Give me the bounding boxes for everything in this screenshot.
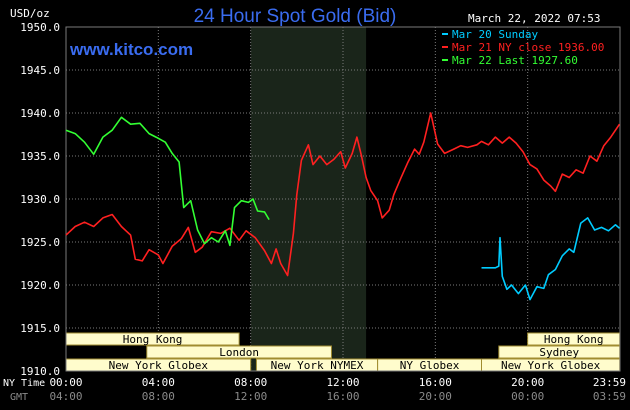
x-tick-gmt: 03:59 bbox=[593, 390, 626, 403]
session-label: New York Globex bbox=[501, 359, 601, 372]
session-label: Hong Kong bbox=[123, 333, 183, 346]
y-tick-label: 1945.0 bbox=[20, 64, 60, 77]
x-tick-ny: 00:00 bbox=[49, 376, 82, 389]
legend-item: Mar 21 NY close 1936.00 bbox=[452, 41, 604, 54]
y-tick-label: 1910.0 bbox=[20, 365, 60, 378]
legend-item: Mar 20 Sunday bbox=[452, 28, 538, 41]
session-box bbox=[146, 345, 332, 359]
x-tick-ny: 04:00 bbox=[142, 376, 175, 389]
x-tick-gmt: 04:00 bbox=[49, 390, 82, 403]
y-tick-label: 1940.0 bbox=[20, 107, 60, 120]
x-tick-ny: 12:00 bbox=[326, 376, 359, 389]
y-tick-label: 1915.0 bbox=[20, 322, 60, 335]
ny-time-label: NY Time bbox=[3, 378, 45, 389]
series-line-0 bbox=[481, 217, 621, 301]
x-tick-gmt: 12:00 bbox=[234, 390, 267, 403]
x-tick-gmt: 20:00 bbox=[419, 390, 452, 403]
session-label: Hong Kong bbox=[544, 333, 604, 346]
session-label: New York NYMEX bbox=[271, 359, 364, 372]
x-tick-ny: 20:00 bbox=[511, 376, 544, 389]
x-tick-ny: 08:00 bbox=[234, 376, 267, 389]
session-label: Sydney bbox=[539, 346, 579, 359]
x-tick-gmt: 16:00 bbox=[326, 390, 359, 403]
x-tick-ny: 16:00 bbox=[419, 376, 452, 389]
y-tick-label: 1920.0 bbox=[20, 279, 60, 292]
x-tick-gmt: 00:00 bbox=[511, 390, 544, 403]
gmt-label: GMT bbox=[10, 392, 28, 403]
series-line-2 bbox=[65, 116, 270, 247]
unit-label: USD/oz bbox=[10, 7, 50, 20]
y-tick-label: 1925.0 bbox=[20, 236, 60, 249]
y-tick-label: 1930.0 bbox=[20, 193, 60, 206]
trading-session-shade bbox=[250, 27, 367, 371]
timestamp: March 22, 2022 07:53 bbox=[468, 12, 600, 25]
x-tick-ny: 23:59 bbox=[593, 376, 626, 389]
y-tick-label: 1950.0 bbox=[20, 21, 60, 34]
chart-title: 24 Hour Spot Gold (Bid) bbox=[194, 6, 397, 27]
legend-item: Mar 22 Last 1927.60 bbox=[452, 54, 578, 67]
session-label: London bbox=[219, 346, 259, 359]
x-tick-gmt: 08:00 bbox=[142, 390, 175, 403]
series-line-1 bbox=[65, 112, 621, 277]
watermark-logo: www.kitco.com bbox=[69, 40, 193, 59]
session-label: NY Globex bbox=[400, 359, 460, 372]
plot-frame bbox=[65, 26, 621, 372]
session-label: New York Globex bbox=[109, 359, 209, 372]
y-tick-label: 1935.0 bbox=[20, 150, 60, 163]
